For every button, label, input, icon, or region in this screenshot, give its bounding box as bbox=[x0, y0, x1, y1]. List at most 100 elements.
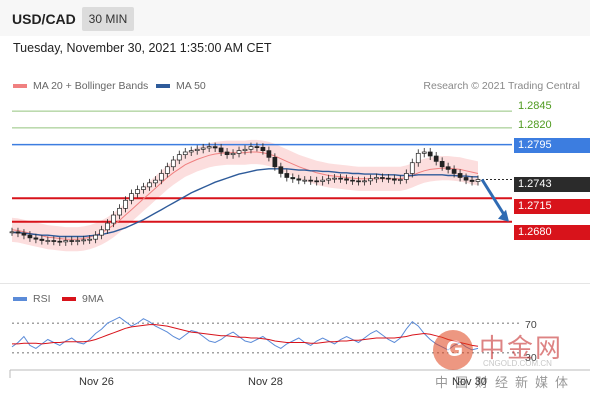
candle-body bbox=[182, 151, 188, 156]
candle-body bbox=[326, 178, 331, 181]
candle-body bbox=[386, 177, 391, 180]
candle-body bbox=[206, 146, 212, 149]
candle-body bbox=[87, 238, 93, 241]
candle-body bbox=[111, 214, 116, 224]
candle-body bbox=[153, 179, 158, 184]
panel-divider bbox=[0, 283, 590, 284]
timeframe-badge[interactable]: 30 MIN bbox=[82, 7, 134, 31]
candle-body bbox=[105, 222, 110, 231]
legend-swatch-rsi bbox=[13, 297, 27, 302]
candle-body bbox=[170, 159, 176, 168]
rsi-line bbox=[11, 316, 479, 351]
candle-body bbox=[374, 177, 379, 180]
candle-body bbox=[51, 240, 57, 242]
candle-body bbox=[356, 180, 361, 183]
candle-body bbox=[39, 238, 45, 241]
candle-body bbox=[81, 239, 87, 242]
candle-body bbox=[117, 207, 122, 216]
rsi-level-70: 70 bbox=[525, 319, 537, 331]
candle-body bbox=[254, 146, 260, 148]
candle-body bbox=[344, 178, 349, 181]
candle-body bbox=[9, 231, 15, 234]
candle-body bbox=[338, 177, 343, 180]
watermark-subtitle: 中国财经新媒体 bbox=[435, 376, 576, 391]
candle-body bbox=[439, 161, 445, 168]
candle-body bbox=[260, 146, 266, 151]
candle-body bbox=[69, 240, 75, 242]
candle-body bbox=[320, 179, 326, 182]
candle-body bbox=[409, 162, 415, 174]
pair-title: USD/CAD bbox=[12, 11, 76, 27]
level-label-5: 1.2680 bbox=[514, 225, 590, 240]
candle-body bbox=[141, 186, 146, 190]
candle-body bbox=[33, 237, 39, 240]
bollinger-band bbox=[12, 139, 478, 252]
level-label-3: 1.2795 bbox=[514, 138, 590, 153]
watermark: G 中金网 CNGOLD.COM.CN 中国财经新媒体 bbox=[433, 326, 590, 396]
legend-label-rsi: RSI bbox=[33, 293, 51, 305]
candle-body bbox=[230, 152, 236, 156]
candle-body bbox=[362, 180, 367, 183]
candle-body bbox=[212, 146, 218, 149]
candle-body bbox=[63, 240, 69, 243]
watermark-logo: G bbox=[433, 330, 473, 370]
rsi-level-30: 30 bbox=[525, 352, 537, 364]
level-label-1: 1.2845 bbox=[514, 99, 590, 114]
candle-body bbox=[147, 182, 152, 188]
candle-body bbox=[397, 179, 403, 181]
level-label-2: 1.2820 bbox=[514, 118, 590, 133]
candle-body bbox=[176, 154, 182, 161]
x-label-nov28: Nov 28 bbox=[248, 376, 283, 388]
forecast-arrow bbox=[480, 178, 508, 219]
candle-body bbox=[188, 150, 194, 153]
legend-rsi: RSI bbox=[13, 293, 51, 305]
candle-body bbox=[242, 148, 248, 151]
rsi-9ma-line bbox=[12, 324, 479, 347]
candle-body bbox=[15, 231, 21, 234]
candle-body bbox=[93, 234, 98, 240]
x-label-nov26: Nov 26 bbox=[79, 376, 114, 388]
candle-body bbox=[290, 177, 296, 180]
candle-body bbox=[415, 152, 421, 164]
candle-body bbox=[57, 240, 63, 243]
legend-ma20: MA 20 + Bollinger Bands bbox=[13, 80, 148, 92]
candle-body bbox=[284, 173, 290, 178]
candle-body bbox=[421, 151, 427, 154]
candle-body bbox=[368, 178, 373, 182]
candle-body bbox=[99, 229, 104, 236]
candle-body bbox=[21, 232, 27, 236]
candle-body bbox=[445, 166, 451, 170]
candle-body bbox=[427, 151, 433, 157]
watermark-name: 中金网 bbox=[479, 334, 564, 364]
candle-body bbox=[350, 179, 355, 182]
level-label-4: 1.2715 bbox=[514, 199, 590, 214]
candle-body bbox=[314, 180, 320, 183]
legend-swatch-ma20 bbox=[13, 84, 27, 89]
legend-label-ma20: MA 20 + Bollinger Bands bbox=[33, 80, 149, 92]
candle-body bbox=[200, 147, 206, 150]
candle-body bbox=[403, 173, 409, 180]
candle-body bbox=[164, 166, 170, 174]
candle-body bbox=[457, 173, 463, 178]
watermark-site: CNGOLD.COM.CN bbox=[483, 359, 552, 368]
candle-body bbox=[380, 177, 385, 179]
candle-body bbox=[296, 178, 302, 181]
candle-body bbox=[194, 148, 200, 151]
candle-body bbox=[236, 150, 242, 154]
legend-label-9ma: 9MA bbox=[82, 293, 104, 305]
candle-body bbox=[308, 179, 314, 182]
candle-body bbox=[475, 179, 481, 182]
candle-body bbox=[135, 189, 140, 194]
x-label-nov30: Nov 30 bbox=[452, 376, 487, 388]
candle-body bbox=[451, 169, 457, 174]
candle-body bbox=[463, 177, 469, 181]
candle-body bbox=[278, 166, 284, 174]
research-credit: Research © 2021 Trading Central bbox=[423, 80, 580, 92]
candle-body bbox=[332, 177, 337, 180]
level-label-current: 1.2743 bbox=[514, 177, 590, 192]
top-bar: USD/CAD 30 MIN bbox=[0, 0, 590, 36]
candle-body bbox=[27, 234, 33, 239]
legend-swatch-9ma bbox=[62, 297, 76, 302]
legend-label-ma50: MA 50 bbox=[176, 80, 206, 92]
